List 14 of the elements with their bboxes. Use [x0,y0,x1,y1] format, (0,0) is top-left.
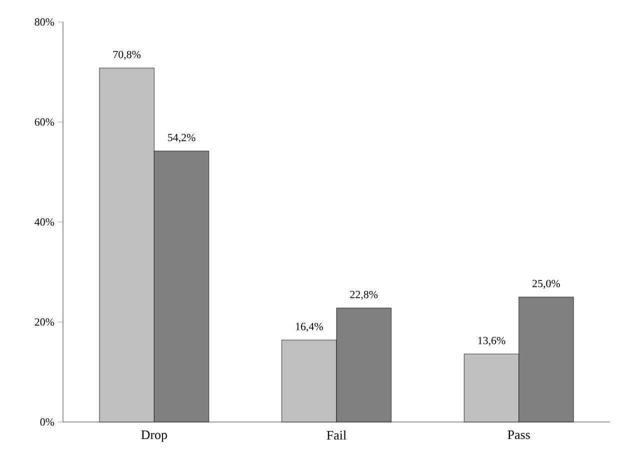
data-label: 54,2% [168,134,196,143]
data-label: 13,6% [478,336,506,346]
y-tick-label: 0% [40,418,54,426]
data-label: 22,8% [350,290,378,300]
x-tick-label: Pass [508,430,530,440]
x-tick-label: Drop [141,430,167,442]
y-tick-label: 20% [34,318,54,326]
x-tick-label: Fail [326,430,346,440]
data-label: 25,0% [532,280,560,289]
y-tick-label: 40% [34,218,54,226]
y-tick-label: 80% [34,18,54,26]
data-label: 16,4% [296,322,323,332]
data-label: 70,8% [113,50,141,60]
y-tick-label: 60% [34,118,54,126]
